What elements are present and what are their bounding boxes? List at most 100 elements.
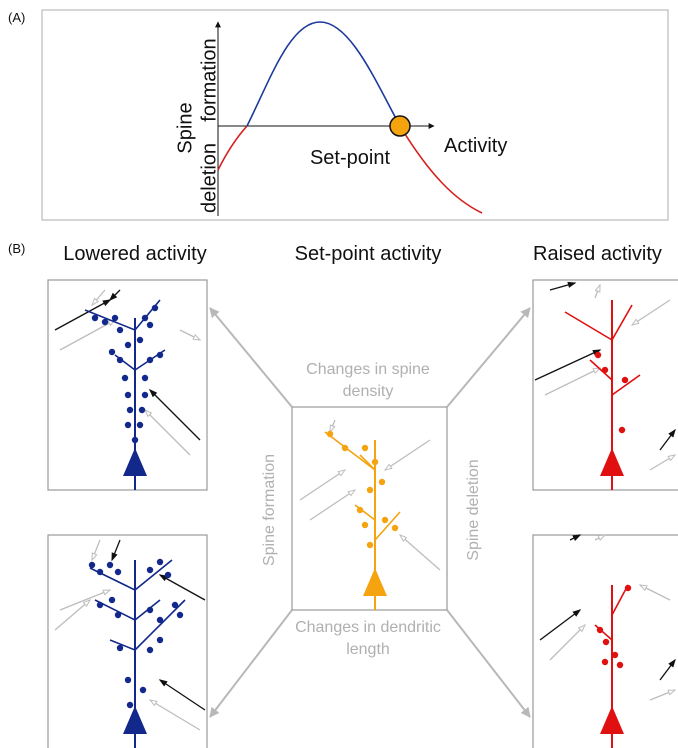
spine — [89, 562, 95, 568]
dendrite — [565, 312, 612, 340]
axon — [535, 350, 600, 380]
deletion-curve — [218, 126, 247, 170]
axon — [400, 535, 440, 570]
dendrite — [90, 568, 135, 590]
spine — [147, 567, 153, 573]
spine — [617, 662, 623, 668]
spine — [367, 487, 373, 493]
axon — [160, 680, 205, 710]
spine — [137, 337, 143, 343]
spine — [602, 367, 608, 373]
spine — [142, 375, 148, 381]
bouton — [92, 553, 97, 560]
spine — [147, 322, 153, 328]
panel-label: (B) — [8, 241, 25, 256]
spine — [157, 617, 163, 623]
spine — [109, 597, 115, 603]
bouton — [568, 282, 575, 287]
formation-curve — [247, 22, 400, 126]
bouton — [595, 285, 600, 292]
spine — [625, 585, 631, 591]
spine — [97, 569, 103, 575]
bouton — [348, 490, 355, 496]
spine — [115, 612, 121, 618]
soma — [600, 706, 624, 734]
axon — [150, 390, 200, 440]
bouton — [668, 690, 675, 695]
spine — [125, 677, 131, 683]
set-point-marker — [390, 116, 410, 136]
neurons — [55, 282, 675, 748]
spine — [97, 602, 103, 608]
spine — [92, 315, 98, 321]
spine — [595, 352, 601, 358]
arrow-label: Spine formation — [261, 454, 278, 566]
y-axis-label: Spine — [174, 102, 196, 153]
panel-a-frame — [42, 10, 668, 220]
spine — [147, 607, 153, 613]
y-negative-label: deletion — [198, 143, 220, 213]
arrow-label: Changes in spine — [306, 361, 430, 378]
spine — [357, 507, 363, 513]
spine — [157, 352, 163, 358]
spine — [367, 542, 373, 548]
axon — [550, 625, 585, 660]
spine — [140, 687, 146, 693]
soma — [600, 448, 624, 476]
spine — [127, 702, 133, 708]
bouton — [598, 535, 605, 540]
axon — [300, 470, 345, 500]
arrow-label: Changes in dendritic — [295, 619, 441, 636]
bouton — [668, 455, 675, 460]
spine — [157, 559, 163, 565]
spine — [142, 392, 148, 398]
spine — [602, 659, 608, 665]
spine — [362, 522, 368, 528]
arrow-label: density — [343, 383, 394, 400]
spine — [137, 422, 143, 428]
spine — [372, 459, 378, 465]
spine — [142, 315, 148, 321]
spine — [125, 342, 131, 348]
spine — [117, 327, 123, 333]
dendrite — [355, 505, 375, 520]
spine — [172, 602, 178, 608]
bouton — [632, 319, 639, 325]
x-axis-label: Activity — [444, 135, 507, 157]
spine — [612, 652, 618, 658]
spine — [107, 562, 113, 568]
spine — [362, 445, 368, 451]
dendrite — [325, 432, 375, 470]
spine — [147, 357, 153, 363]
spine — [379, 479, 385, 485]
bouton — [103, 300, 110, 305]
soma — [363, 568, 387, 596]
spine — [117, 357, 123, 363]
bouton — [160, 680, 167, 686]
spine — [112, 315, 118, 321]
bouton — [385, 464, 392, 470]
axon — [145, 410, 190, 455]
spine — [125, 392, 131, 398]
axon — [160, 575, 205, 600]
spine — [165, 572, 171, 578]
bouton — [640, 585, 647, 590]
spine — [147, 647, 153, 653]
axon — [310, 490, 355, 520]
column-title: Set-point activity — [295, 243, 442, 265]
column-title: Raised activity — [533, 243, 662, 265]
dendrite — [115, 355, 135, 370]
spine — [152, 305, 158, 311]
spine — [109, 349, 115, 355]
figure: (A) Spine formation deletion Set-point A… — [0, 0, 678, 748]
arrow-label: Spine deletion — [465, 459, 482, 560]
bouton — [573, 535, 580, 540]
bouton — [103, 590, 110, 595]
spine — [622, 377, 628, 383]
axon — [150, 700, 200, 730]
spine — [125, 422, 131, 428]
bouton — [338, 470, 345, 476]
spine — [327, 431, 333, 437]
spine — [115, 569, 121, 575]
spine — [102, 319, 108, 325]
